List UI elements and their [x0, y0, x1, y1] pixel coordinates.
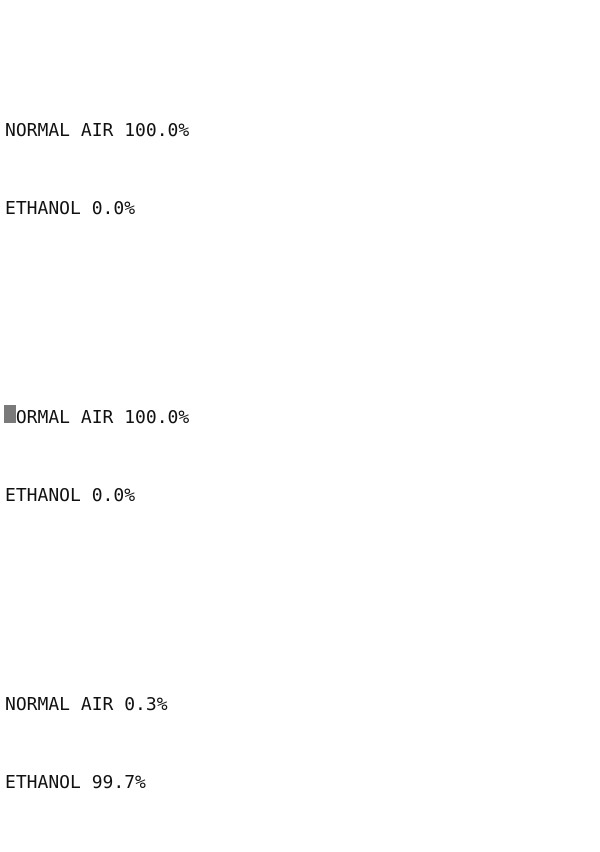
reading-block: NORMAL AIR 100.0% ETHANOL 0.0%	[5, 66, 189, 274]
ethanol-line: ETHANOL 0.0%	[5, 198, 136, 219]
reading-block: NORMAL AIR 100.0% ETHANOL 0.0%	[5, 353, 189, 561]
terminal-cursor[interactable]	[4, 405, 16, 423]
reading-block: NORMAL AIR 0.3% ETHANOL 99.7%	[5, 640, 189, 848]
normal-air-line: NORMAL AIR 100.0%	[5, 407, 190, 428]
ethanol-line: ETHANOL 99.7%	[5, 772, 146, 793]
ethanol-line: ETHANOL 0.0%	[5, 485, 136, 506]
normal-air-line: NORMAL AIR 100.0%	[5, 120, 190, 141]
normal-air-line: NORMAL AIR 0.3%	[5, 694, 168, 715]
terminal-output: NORMAL AIR 100.0% ETHANOL 0.0% NORMAL AI…	[5, 14, 189, 852]
